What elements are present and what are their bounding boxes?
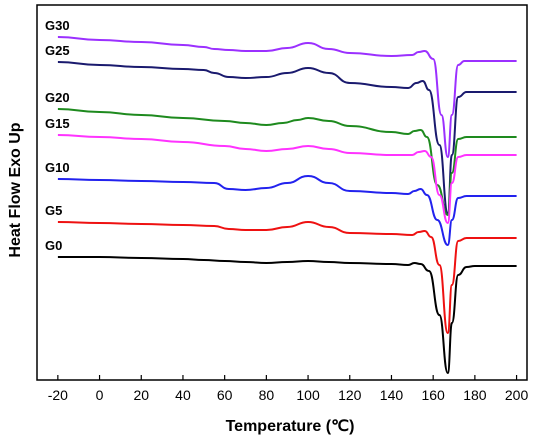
x-tick-label: 40 (175, 387, 191, 403)
series-labels: G30 G25 G20 G15 G10 G5 G0 (45, 18, 70, 253)
series-line-g5 (57, 221, 517, 334)
x-tick-label: 60 (217, 387, 233, 403)
x-tick-label: 160 (421, 387, 445, 403)
x-tick-label: 80 (259, 387, 275, 403)
series-layer (57, 36, 517, 374)
series-label-g15: G15 (45, 116, 70, 131)
series-label-g20: G20 (45, 90, 70, 105)
series-label-g30: G30 (45, 18, 70, 33)
x-tick-label: 140 (380, 387, 404, 403)
plot-border (36, 4, 528, 381)
series-line-g30 (57, 36, 517, 158)
series-line-g25 (57, 61, 517, 214)
x-tick-label: 120 (338, 387, 362, 403)
x-axis-ticks: -20 0 20 40 60 80 100 120 140 160 180 200 (48, 375, 529, 403)
series-line-g15 (57, 134, 517, 224)
x-tick-label: 20 (133, 387, 149, 403)
x-tick-label: 200 (505, 387, 529, 403)
x-axis-label: Temperature (℃) (226, 418, 355, 435)
series-label-g0: G0 (45, 238, 62, 253)
series-label-g10: G10 (45, 160, 70, 175)
x-tick-label: -20 (48, 387, 68, 403)
plot-frame (36, 4, 528, 381)
x-tick-label: 100 (296, 387, 320, 403)
x-tick-label: 0 (96, 387, 104, 403)
series-label-g5: G5 (45, 203, 62, 218)
series-label-g25: G25 (45, 43, 70, 58)
series-line-g0 (57, 256, 517, 374)
series-line-g20 (57, 108, 517, 216)
y-axis-label: Heat Flow Exo Up (7, 122, 24, 257)
series-line-g10 (57, 175, 517, 246)
x-tick-label: 180 (463, 387, 487, 403)
